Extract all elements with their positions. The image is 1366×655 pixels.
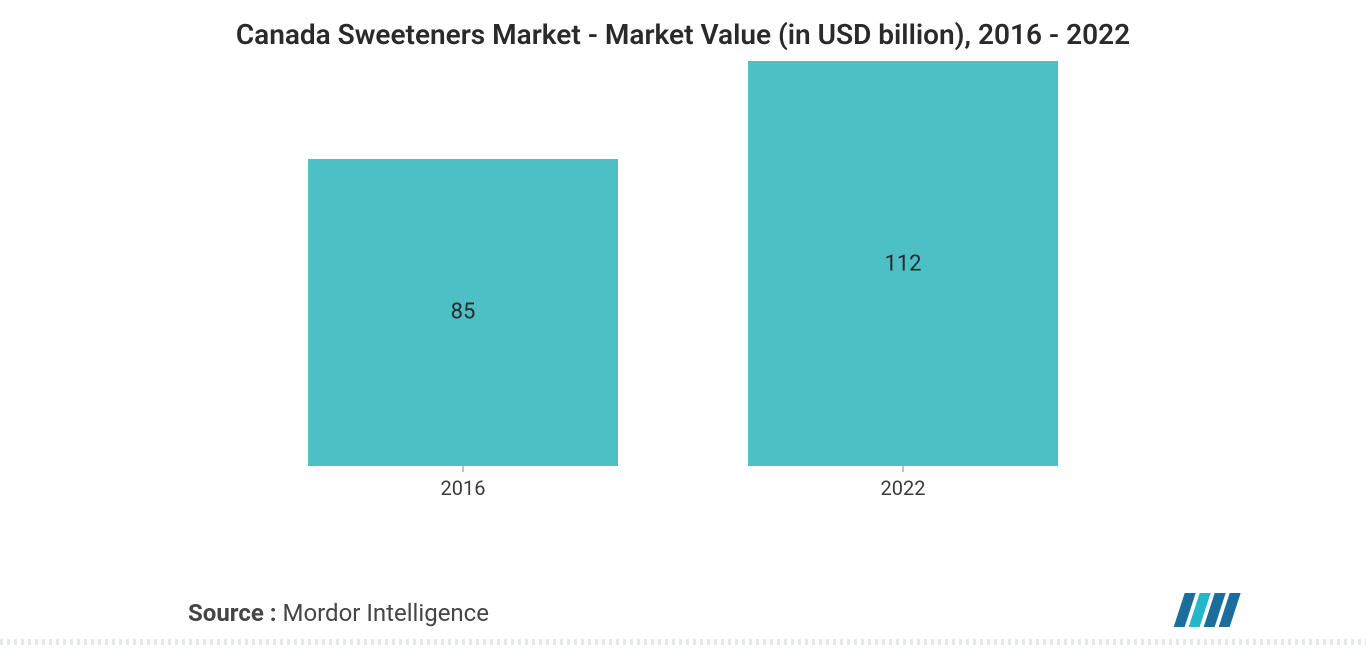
x-tick — [463, 466, 464, 472]
footer-underline — [0, 639, 1366, 645]
source-attribution: Source : Mordor Intelligence — [188, 599, 489, 627]
chart-title: Canada Sweeteners Market - Market Value … — [0, 0, 1366, 61]
mordor-logo-icon — [1172, 589, 1246, 633]
x-axis: 20162022 — [0, 466, 1366, 496]
x-tick — [903, 466, 904, 472]
source-label: Source : — [188, 599, 283, 627]
x-axis-label: 2016 — [441, 476, 486, 500]
bar-value-label-2022: 112 — [884, 251, 921, 276]
source-text: Mordor Intelligence — [283, 599, 489, 627]
chart-plot-area: 85112 20162022 — [0, 61, 1366, 491]
x-axis-label: 2022 — [881, 476, 926, 500]
bars-container: 85 112 — [0, 61, 1366, 466]
bar-value-label-2016: 85 — [451, 300, 476, 325]
